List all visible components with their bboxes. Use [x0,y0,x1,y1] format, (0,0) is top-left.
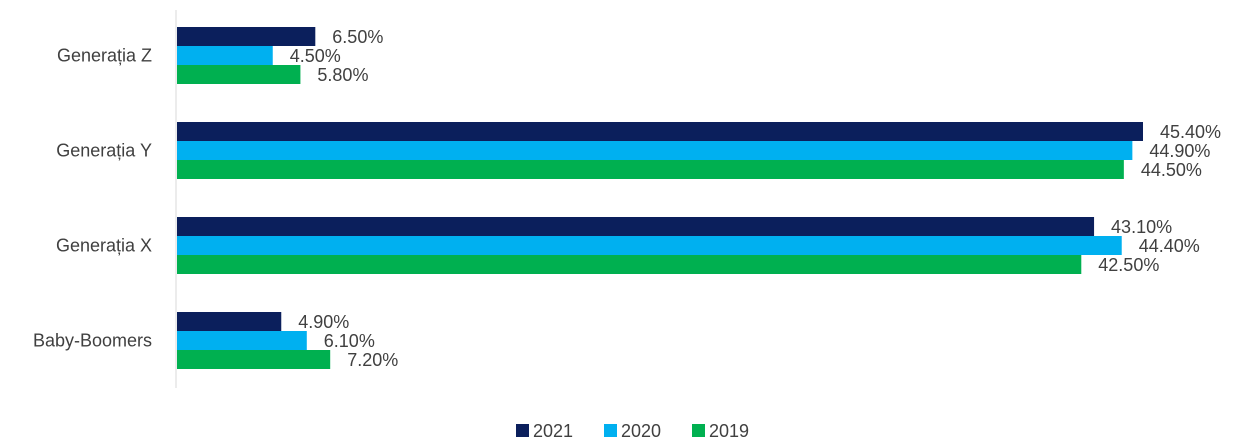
bar-2021-baby-boomers [177,312,282,331]
bar-2019-genera-ia-z [177,65,301,84]
legend: 2021 2020 2019 [516,421,749,439]
bar-2021-genera-ia-z [177,27,316,46]
bar-2021-genera-ia-y [177,122,1143,141]
bar-2019-baby-boomers [177,350,331,369]
legend-label-2020: 2020 [621,421,661,439]
data-label-2019-genera-ia-x: 42.50% [1098,255,1159,275]
bar-2021-genera-ia-x [177,217,1095,236]
legend-swatch-2021 [516,424,529,437]
bar-2020-genera-ia-z [177,46,273,65]
bar-2019-genera-ia-x [177,255,1082,274]
data-label-2021-genera-ia-y: 45.40% [1160,122,1221,142]
bar-2020-genera-ia-x [177,236,1122,255]
data-label-2021-baby-boomers: 4.90% [298,312,349,332]
labels-layer: Generația Z 6.50%4.50%5.80% Generația Y 45.… [33,27,1221,370]
bar-2020-baby-boomers [177,331,307,350]
bar-2019-genera-ia-y [177,160,1124,179]
bars-layer [177,27,1143,369]
bar-2020-genera-ia-y [177,141,1133,160]
data-label-2021-genera-ia-x: 43.10% [1111,217,1172,237]
data-label-2020-genera-ia-z: 4.50% [290,46,341,66]
legend-swatch-2020 [604,424,617,437]
category-label-genera-ia-x: Generația X [56,236,152,256]
category-label-genera-ia-z: Generația Z [57,46,152,66]
data-label-2019-baby-boomers: 7.20% [347,350,398,370]
legend-label-2021: 2021 [533,421,573,439]
category-label-baby-boomers: Baby-Boomers [33,331,152,351]
data-label-2020-genera-ia-y: 44.90% [1149,141,1210,161]
legend-swatch-2019 [692,424,705,437]
data-label-2020-baby-boomers: 6.10% [324,331,375,351]
legend-label-2019: 2019 [709,421,749,439]
data-label-2019-genera-ia-y: 44.50% [1141,160,1202,180]
data-label-2021-genera-ia-z: 6.50% [332,27,383,47]
data-label-2020-genera-ia-x: 44.40% [1139,236,1200,256]
data-label-2019-genera-ia-z: 5.80% [317,65,368,85]
category-label-genera-ia-y: Generația Y [56,141,152,161]
